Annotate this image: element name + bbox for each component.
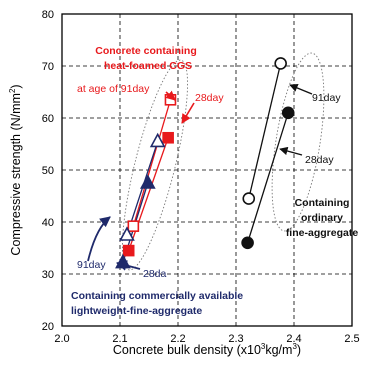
ordinary-title-line1: Containing [295, 197, 350, 209]
lightweight-91day-arrow [87, 216, 111, 262]
x-axis-label: Concrete bulk density (x103kg/m3) [113, 342, 301, 357]
ordinary-91day-point [242, 192, 256, 205]
lightweight-91day-label: 91day [77, 259, 106, 271]
y-tick-label: 70 [42, 61, 54, 73]
cgs-28day-arrow [181, 102, 195, 124]
lightweight-91day-point [119, 226, 135, 241]
x-tick-label: 2.3 [228, 333, 243, 345]
cgs-91day-line [132, 99, 172, 227]
lightweight-title-line1: Containing commercially available [71, 290, 243, 302]
y-tick-label: 20 [42, 321, 54, 333]
cgs-91day-arrow [165, 90, 176, 101]
y-tick-label: 80 [42, 9, 54, 21]
x-tick-label: 2.0 [54, 333, 69, 345]
x-tick-label: 2.1 [112, 333, 127, 345]
cgs-28day-point [162, 131, 174, 144]
x-tick-label: 2.4 [286, 333, 301, 345]
y-tick-label: 30 [42, 269, 54, 281]
y-tick-labels: 20 30 40 50 60 70 80 [42, 9, 54, 333]
lightweight-title-line2: lightweight-fine-aggregate [71, 305, 202, 317]
ordinary-91day-line [248, 63, 282, 199]
y-tick-label: 60 [42, 113, 54, 125]
ordinary-28day-label: 28day [305, 154, 334, 166]
ordinary-28day-point [241, 236, 254, 250]
ordinary-28day-point [281, 106, 295, 120]
lightweight-28day-label: 28da [143, 268, 167, 280]
lightweight-28day-point [139, 174, 156, 189]
gridlines [62, 14, 352, 326]
cgs-title-line2: heat-foamed CGS [104, 60, 192, 72]
ordinary-title-line3: fine-aggregate [286, 227, 359, 239]
y-tick-label: 40 [42, 217, 54, 229]
y-axis-label: Compressive strength (N/mm2) [8, 84, 23, 255]
y-tick-label: 50 [42, 165, 54, 177]
data-points [115, 57, 295, 269]
ordinary-title-line2: ordinary [301, 212, 343, 224]
ordinary-91day-point [274, 57, 287, 70]
ordinary-group-ellipse [271, 52, 325, 232]
ordinary-91day-arrow [289, 83, 313, 95]
x-tick-label: 2.5 [344, 333, 359, 345]
cgs-91day-point [127, 220, 140, 232]
ordinary-28day-line [246, 112, 289, 243]
x-tick-label: 2.2 [170, 333, 185, 345]
ordinary-91day-label: 91day [312, 92, 341, 104]
cgs-group-ellipse [122, 59, 188, 271]
cgs-91day-label: at age of 91day [77, 83, 150, 95]
lightweight-91day-point [149, 132, 166, 148]
lightweight-28day-arrow [115, 260, 141, 271]
cgs-28day-label: 28day [195, 92, 224, 104]
cgs-28day-point [122, 244, 135, 257]
x-tick-labels: 2.0 2.1 2.2 2.3 2.4 2.5 [54, 333, 359, 345]
cgs-title-line1: Concrete containing [95, 45, 197, 57]
ordinary-28day-arrow [279, 146, 303, 156]
